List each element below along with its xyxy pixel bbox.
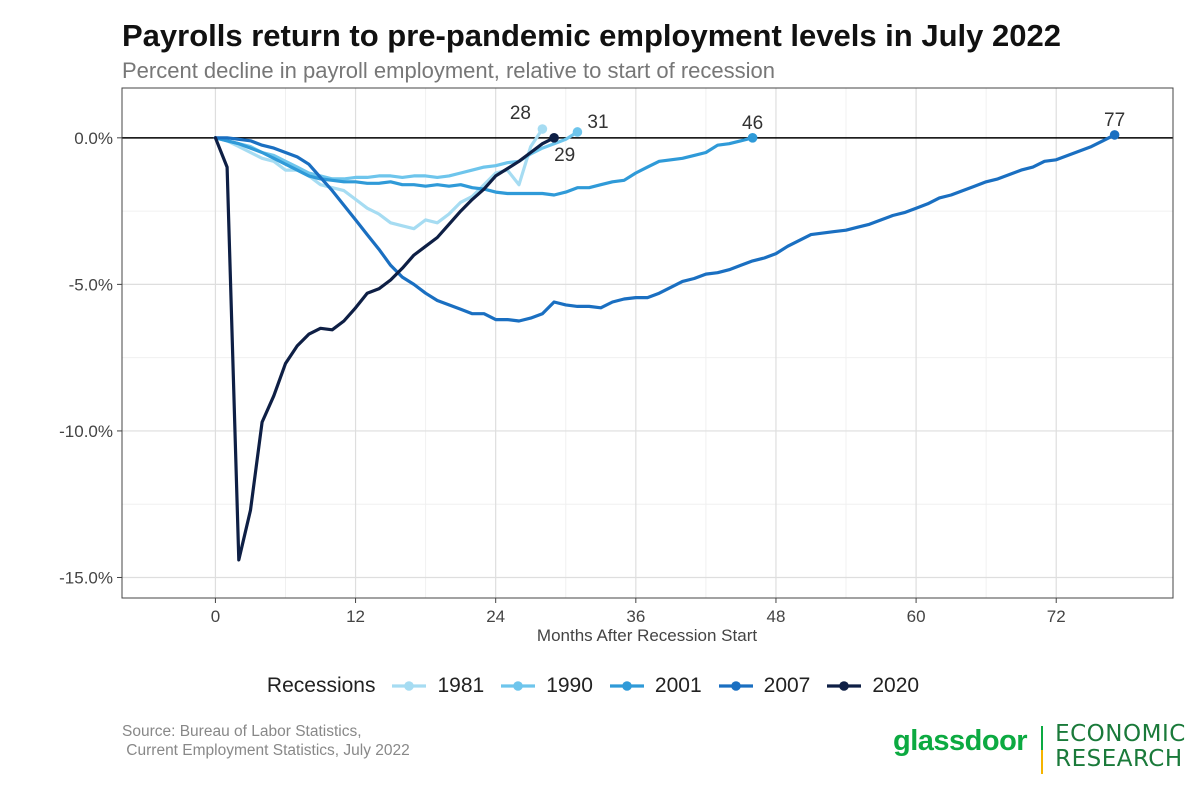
x-tick-label: 0 [211, 607, 220, 626]
series-endpoint-1981 [537, 124, 548, 134]
x-tick-label: 12 [346, 607, 365, 626]
legend-swatch-2020 [827, 681, 862, 691]
y-tick-label: -10.0% [59, 422, 113, 441]
y-tick-label: 0.0% [74, 129, 113, 148]
glassdoor-logo: glassdoor ECONOMIC RESEARCH [893, 722, 1186, 774]
legend-label-2007: 2007 [763, 674, 811, 697]
end-label-2020: 29 [554, 145, 575, 166]
legend-swatch-1990 [501, 681, 536, 691]
legend-item-2001: 2001 [607, 674, 702, 698]
y-tick-label: -15.0% [59, 568, 113, 587]
line-chart: 28 31 46 77 29 0 12 24 36 48 60 72 0.0% -5.0% -10.0% -… [59, 87, 1174, 645]
series-line-1981 [213, 127, 545, 231]
x-tick-label: 24 [486, 607, 505, 626]
legend-swatch-1981 [392, 681, 427, 691]
chart-subtitle: Percent decline in payroll employment, r… [122, 58, 775, 83]
legend-item-1981: 1981 [389, 674, 484, 698]
legend-title: Recessions [266, 674, 376, 697]
legend-item-2020: 2020 [824, 674, 919, 698]
legend-swatch-2001 [609, 681, 644, 691]
x-tick-label: 36 [626, 607, 645, 626]
end-label-2007: 77 [1104, 110, 1125, 131]
brand-name: glassdoor [893, 725, 1028, 757]
brand-sub-line-1: ECONOMIC [1055, 721, 1186, 747]
plot-border [121, 87, 1174, 599]
series-endpoint-2020 [549, 133, 559, 143]
series-line-2020 [213, 136, 556, 562]
series-endpoint-2001 [747, 133, 758, 143]
chart-title: Payrolls return to pre-pandemic employme… [122, 18, 1061, 53]
series-line-2007 [213, 133, 1117, 323]
legend: Recessions 1981 1990 2001 2007 2020 [0, 674, 1200, 698]
x-tick-label: 60 [907, 607, 926, 626]
end-label-1981: 28 [510, 103, 531, 124]
series-layer [213, 124, 1120, 562]
axis-layer: 0 12 24 36 48 60 72 0.0% -5.0% -10.0% -15.0% [59, 87, 1174, 626]
source-note: Source: Bureau of Labor Statistics, Curr… [122, 723, 410, 759]
x-tick-label: 48 [766, 607, 785, 626]
brand-subtitle: ECONOMIC RESEARCH [1055, 722, 1186, 772]
end-label-layer: 28 31 46 77 29 [510, 103, 1125, 166]
legend-label-2020: 2020 [872, 674, 920, 697]
legend-label-2001: 2001 [654, 674, 702, 697]
y-tick-label: -5.0% [69, 275, 113, 294]
x-tick-label: 72 [1047, 607, 1066, 626]
brand-sub-line-2: RESEARCH [1055, 746, 1183, 772]
legend-item-1990: 1990 [498, 674, 593, 698]
end-label-1990: 31 [587, 112, 608, 133]
brand-divider [1041, 726, 1044, 774]
series-endpoint-1990 [572, 127, 583, 137]
legend-label-1981: 1981 [437, 674, 485, 697]
legend-swatch-2007 [718, 681, 753, 691]
legend-item-2007: 2007 [716, 674, 811, 698]
end-label-2001: 46 [742, 113, 763, 134]
legend-label-1990: 1990 [546, 674, 593, 697]
x-axis-label: Months After Recession Start [537, 626, 757, 645]
series-endpoint-2007 [1109, 130, 1120, 140]
